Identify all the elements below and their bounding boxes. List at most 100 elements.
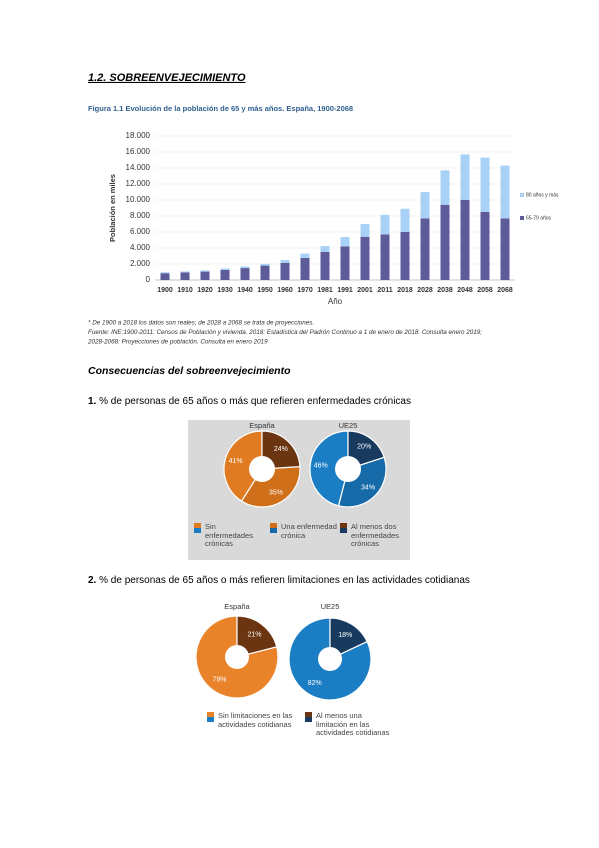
item-text: % de personas de 65 años o más que refie… xyxy=(99,396,411,407)
figure: España 79% 21% UE25 82% 18% Sin limitaciones e… xyxy=(195,600,395,750)
y-tick-label: 6.000 xyxy=(130,227,151,236)
bar-segment xyxy=(320,252,330,280)
bar-segment xyxy=(460,200,470,280)
value-label: 41% xyxy=(229,458,243,465)
legend-swatch xyxy=(340,523,347,533)
value-label: 79% xyxy=(213,676,227,683)
legend-swatch-part xyxy=(194,528,201,533)
chart-title: Figura 1.1 Evolución de la población de … xyxy=(88,104,353,113)
pie-title: España xyxy=(224,602,250,611)
bar-segment xyxy=(480,212,490,280)
bar-segment xyxy=(360,224,370,237)
x-tick-label: 2011 xyxy=(377,287,392,294)
x-axis-label: Año xyxy=(328,297,343,306)
bar-segment xyxy=(380,214,390,235)
legend-label: Sin enfermedades crónicas xyxy=(205,522,253,548)
note: 2028-2068: Proyecciones de población. Co… xyxy=(87,339,268,346)
donut-segment xyxy=(195,615,279,699)
value-label: 82% xyxy=(308,680,322,687)
x-tick-label: 1910 xyxy=(177,287,193,294)
bar-segment xyxy=(480,157,490,212)
donut-segment xyxy=(236,615,278,658)
x-tick-label: 1950 xyxy=(257,287,273,294)
donut-chart: España 79% 21% UE25 82% 18% xyxy=(195,602,372,701)
legend-swatch-part xyxy=(270,523,277,528)
legend-swatch-part xyxy=(207,717,214,722)
pie-title: UE25 xyxy=(339,421,358,430)
bar-segment xyxy=(260,265,270,280)
item: 1. % de personas de 65 años o más que re… xyxy=(88,396,411,407)
bar-segment xyxy=(240,266,250,269)
bar-segment xyxy=(340,237,350,247)
bar-segment xyxy=(440,204,450,280)
y-tick-label: 14.000 xyxy=(126,163,151,172)
y-tick-label: 10.000 xyxy=(126,195,151,204)
bar-segment xyxy=(420,218,430,280)
legend-swatch-part xyxy=(270,528,277,533)
legend-item: Sin limitaciones en las actividades coti… xyxy=(207,711,295,729)
legend-swatch-part xyxy=(194,523,201,528)
donut-segment xyxy=(329,617,368,660)
bar-segment xyxy=(320,246,330,252)
bar-segment xyxy=(400,208,410,232)
legend-swatch xyxy=(305,712,312,722)
legend-swatch-part xyxy=(340,528,347,533)
value-label: 18% xyxy=(338,632,352,639)
bar-segment xyxy=(220,268,230,270)
bar-segment xyxy=(180,272,190,280)
donut-segment xyxy=(347,430,385,470)
bar-segment xyxy=(460,154,470,200)
x-tick-label: 1940 xyxy=(237,287,253,294)
value-label: 46% xyxy=(314,462,328,469)
bar-segment xyxy=(400,232,410,280)
x-tick-label: 2068 xyxy=(497,287,513,294)
note: Fuente: INE:1900-2011: Censos de Poblaci… xyxy=(88,329,482,336)
legend-swatch-part xyxy=(305,712,312,717)
legend-swatch-part xyxy=(305,717,312,722)
value-label: 21% xyxy=(247,631,261,638)
item-number: 2. xyxy=(88,575,97,586)
legend-label: Al menos dos enfermedades crónicas xyxy=(351,522,399,548)
bar-segment xyxy=(160,273,170,280)
bar-segment xyxy=(500,218,510,280)
donut-chart: España 41% 35% 24% UE25 46% 34% 20% xyxy=(223,421,387,508)
bar-segment xyxy=(300,253,310,258)
legend-label: Sin limitaciones en las actividades coti… xyxy=(218,711,293,729)
bar-segment xyxy=(240,268,250,280)
legend-swatch xyxy=(520,193,524,197)
legend-swatch-part xyxy=(207,712,214,717)
bar-segment xyxy=(440,170,450,205)
legend-label: 65-79 años xyxy=(526,215,552,221)
bar-segment xyxy=(500,165,510,219)
y-tick-label: 2.000 xyxy=(130,259,151,268)
y-tick-label: 4.000 xyxy=(130,243,151,252)
y-tick-label: 8.000 xyxy=(130,211,151,220)
legend-item: Al menos una limitación en las actividad… xyxy=(305,711,393,738)
x-tick-label: 1981 xyxy=(317,287,333,294)
bar-segment xyxy=(360,236,370,280)
bar-segment xyxy=(340,246,350,280)
y-tick-label: 18.000 xyxy=(126,131,151,140)
x-tick-label: 2018 xyxy=(397,287,413,294)
y-tick-label: 16.000 xyxy=(126,147,151,156)
item: 2. % de personas de 65 años o más refier… xyxy=(88,575,470,586)
legend-swatch xyxy=(520,216,524,220)
x-tick-label: 2048 xyxy=(457,287,473,294)
item-number: 1. xyxy=(88,396,97,407)
y-tick-label: 0 xyxy=(146,275,151,284)
x-tick-label: 2058 xyxy=(477,287,493,294)
bar-segment xyxy=(280,260,290,263)
bar-segment xyxy=(200,270,210,272)
x-tick-label: 1970 xyxy=(297,287,313,294)
donut-hole xyxy=(249,456,275,482)
donut-segment xyxy=(261,430,301,470)
legend-swatch xyxy=(207,712,214,722)
bar-segment xyxy=(380,234,390,280)
donut-hole xyxy=(335,456,361,482)
bar-segment xyxy=(180,271,190,273)
legend-item: Una enfermedad crónica xyxy=(270,522,338,540)
legend-label: Una enfermedad crónica xyxy=(281,522,337,540)
value-label: 35% xyxy=(269,490,283,497)
y-axis-label: Población en miles xyxy=(108,174,117,242)
value-label: 24% xyxy=(274,446,288,453)
